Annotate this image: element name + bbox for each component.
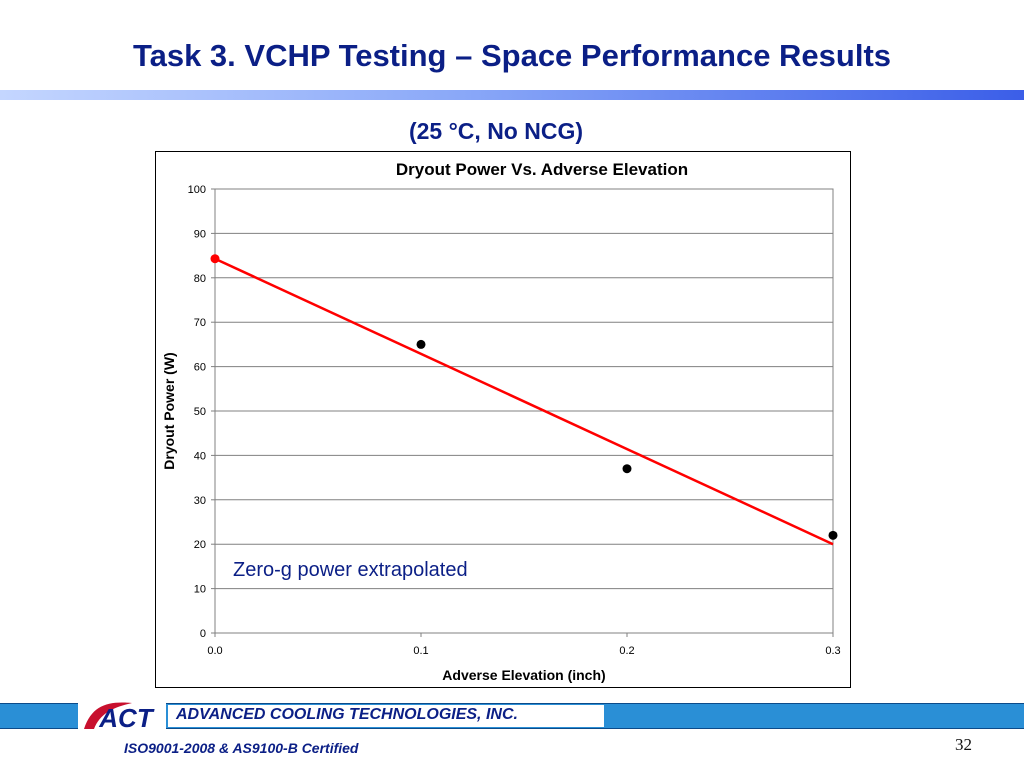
y-tick-label: 30 [194,495,206,507]
dryout-chart: Dryout Power Vs. Adverse Elevation 0 10 20… [155,151,851,688]
y-tick-label: 0 [200,628,206,640]
company-name-box [168,705,604,727]
y-tick-label: 60 [194,362,206,374]
chart-title: Dryout Power Vs. Adverse Elevation [396,160,688,179]
svg-text:ACT: ACT [98,703,155,732]
company-name: ADVANCED COOLING TECHNOLOGIES, INC. [176,706,518,723]
x-axis-label: Adverse Elevation (inch) [442,667,605,683]
chart-frame [155,151,851,688]
y-tick-label: 50 [194,406,206,418]
data-point-0-0 [416,339,426,349]
data-points [210,254,838,540]
x-tick-label: 0.2 [619,645,634,657]
y-tick-label: 90 [194,228,206,240]
page-number: 32 [955,735,972,754]
y-tick-label: 20 [194,539,206,551]
y-axis-ticks: 0 10 20 30 40 50 60 70 80 90 100 [188,184,215,640]
gridlines [215,232,833,590]
x-axis-ticks: 0.0 0.1 0.2 0.3 [207,633,841,657]
x-tick-label: 0.0 [207,645,222,657]
chart-container: Dryout Power Vs. Adverse Elevation 0 10 20… [155,151,851,688]
y-tick-label: 80 [194,273,206,285]
data-point-1-0 [210,254,220,264]
annotation-zero-g: Zero-g power extrapolated [233,559,468,581]
trend-line [214,257,834,546]
y-tick-label: 40 [194,450,206,462]
slide-title: Task 3. VCHP Testing – Space Performance… [132,38,892,73]
y-tick-label: 100 [188,184,206,196]
data-point-0-1 [622,464,632,474]
data-point-0-2 [828,530,838,540]
y-tick-label: 70 [194,317,206,329]
title-gradient-bar [0,90,1024,100]
y-tick-label: 10 [194,584,206,596]
y-axis-label: Dryout Power (W) [161,352,177,469]
x-tick-label: 0.3 [825,645,840,657]
act-logo: ACT [78,699,166,732]
certification-text: ISO9001-2008 & AS9100-B Certified [124,740,359,756]
slide-subtitle: (25 °C, No NCG) [408,118,584,144]
x-tick-label: 0.1 [413,645,428,657]
